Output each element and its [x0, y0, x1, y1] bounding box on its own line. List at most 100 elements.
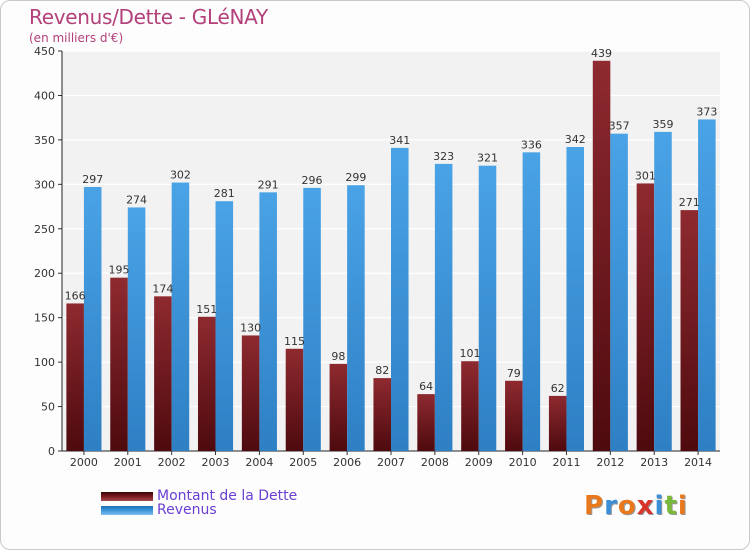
y-tick-label: 450 — [34, 45, 55, 58]
data-label-revenue: 359 — [652, 118, 673, 131]
logo-letter: i — [654, 491, 665, 521]
y-tick-label: 200 — [34, 267, 55, 280]
x-tick-label: 2014 — [684, 456, 712, 469]
bar-revenue — [215, 201, 234, 451]
legend-label-debt: Montant de la Dette — [157, 488, 298, 504]
bar-debt — [505, 380, 523, 451]
x-tick-label: 2011 — [552, 456, 580, 469]
data-label-debt: 62 — [551, 382, 565, 395]
data-label-revenue: 336 — [521, 138, 542, 151]
bar-debt — [636, 183, 655, 451]
y-tick-label: 400 — [34, 89, 55, 102]
y-tick-label: 250 — [34, 223, 55, 236]
data-label-debt: 166 — [65, 289, 86, 302]
data-label-debt: 130 — [240, 321, 261, 334]
proxiti-logo: Proxiti — [584, 491, 688, 521]
data-label-revenue: 274 — [126, 193, 147, 206]
data-label-debt: 101 — [459, 347, 480, 360]
logo-letter: o — [617, 491, 637, 521]
legend-item-revenue: Revenus — [101, 502, 217, 518]
bar-revenue — [434, 163, 453, 451]
x-tick-label: 2004 — [245, 456, 273, 469]
bar-revenue — [698, 119, 716, 451]
data-label-revenue: 341 — [389, 134, 410, 147]
y-tick-label: 150 — [34, 312, 55, 325]
x-tick-label: 2013 — [640, 456, 668, 469]
y-tick-label: 300 — [34, 178, 55, 191]
x-tick-label: 2003 — [202, 456, 230, 469]
bar-chart: 0 50 100 150 200 250 300 350 400 450 166 297 2000 195… — [34, 45, 720, 469]
x-tick-label: 2008 — [421, 456, 449, 469]
x-tick-label: 2002 — [158, 456, 186, 469]
y-tick-label: 0 — [48, 445, 55, 458]
bar-debt — [592, 60, 611, 452]
bar-revenue — [347, 185, 365, 451]
bar-revenue — [566, 147, 585, 451]
bar-revenue — [127, 207, 146, 451]
data-label-debt: 79 — [507, 367, 521, 380]
data-label-revenue: 297 — [82, 173, 103, 186]
data-label-debt: 98 — [331, 350, 345, 363]
x-tick-label: 2010 — [509, 456, 537, 469]
legend-item-debt: Montant de la Dette — [101, 488, 297, 504]
x-tick-label: 2007 — [377, 456, 405, 469]
y-tick-label: 350 — [34, 134, 55, 147]
data-label-debt: 195 — [109, 264, 130, 277]
bar-debt — [417, 394, 435, 451]
legend-swatch-revenue — [101, 505, 153, 515]
bar-revenue — [259, 192, 277, 452]
x-tick-label: 2005 — [289, 456, 317, 469]
bar-debt — [548, 395, 567, 451]
bar-debt — [461, 361, 479, 451]
data-label-revenue: 296 — [302, 174, 323, 187]
bar-debt — [329, 363, 348, 451]
data-label-revenue: 373 — [696, 105, 717, 118]
bar-revenue — [522, 152, 541, 452]
bar-debt — [680, 210, 699, 451]
data-label-debt: 174 — [152, 282, 173, 295]
chart-title: Revenus/Dette - GLéNAY — [29, 5, 268, 29]
bar-debt — [154, 296, 172, 451]
data-label-debt: 151 — [196, 303, 217, 316]
bar-debt — [197, 316, 216, 451]
bar-debt — [66, 303, 84, 451]
x-tick-label: 2012 — [596, 456, 624, 469]
x-tick-label: 2006 — [333, 456, 361, 469]
bar-debt — [110, 277, 128, 451]
bar-debt — [373, 378, 391, 451]
bar-revenue — [391, 147, 409, 451]
chart-subtitle: (en milliers d'€) — [29, 31, 124, 45]
data-label-revenue: 299 — [345, 171, 366, 184]
bar-revenue — [654, 131, 672, 451]
data-label-debt: 115 — [284, 335, 305, 348]
y-tick-label: 50 — [41, 401, 55, 414]
data-label-debt: 301 — [635, 169, 656, 182]
logo-letter: t — [664, 491, 678, 521]
legend-label-revenue: Revenus — [157, 502, 217, 518]
data-label-revenue: 342 — [565, 133, 586, 146]
data-label-revenue: 357 — [609, 120, 630, 133]
bar-revenue — [478, 165, 497, 451]
bar-revenue — [610, 133, 628, 451]
logo-letter: r — [604, 491, 618, 521]
data-label-debt: 271 — [679, 196, 700, 209]
bar-revenue — [303, 187, 321, 451]
y-tick-label: 100 — [34, 356, 55, 369]
bar-revenue — [171, 182, 190, 452]
data-label-revenue: 321 — [477, 152, 498, 165]
data-label-revenue: 323 — [433, 150, 454, 163]
data-label-revenue: 291 — [258, 178, 279, 191]
bar-debt — [285, 348, 304, 451]
legend-swatch-debt — [101, 491, 153, 501]
data-label-debt: 439 — [591, 47, 612, 60]
logo-letter: x — [636, 491, 655, 521]
data-label-debt: 82 — [375, 364, 389, 377]
bar-revenue — [83, 187, 102, 451]
x-tick-label: 2000 — [70, 456, 98, 469]
x-tick-label: 2009 — [465, 456, 493, 469]
data-label-revenue: 281 — [214, 187, 235, 200]
logo-letter: P — [584, 491, 605, 521]
x-tick-label: 2001 — [114, 456, 142, 469]
logo-letter: i — [677, 491, 688, 521]
